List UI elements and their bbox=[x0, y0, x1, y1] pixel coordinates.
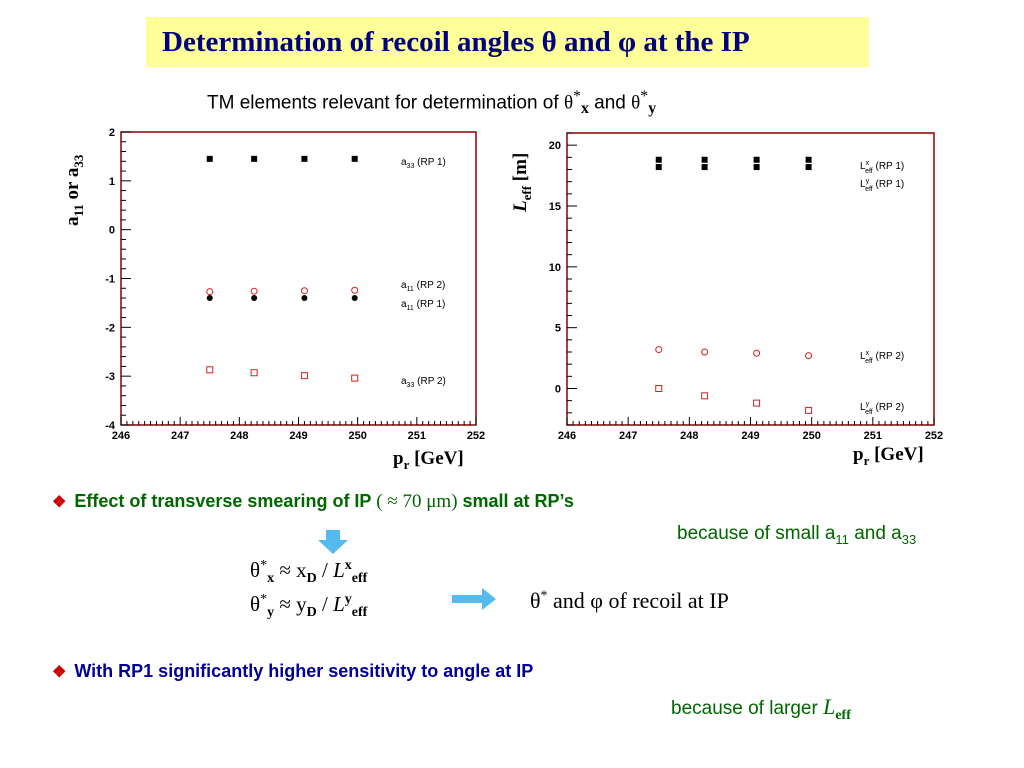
subtitle: TM elements relevant for determination o… bbox=[207, 88, 656, 118]
chart0-legend-label-2: a11 (RP 1) bbox=[401, 299, 445, 312]
chart0-series1-point bbox=[300, 287, 308, 295]
chart1-frame bbox=[566, 132, 935, 426]
diamond-bullet-icon: ❖ bbox=[52, 494, 67, 511]
chart1-x-tick-label: 252 bbox=[925, 430, 943, 442]
bullet-rp1-sensitivity: ❖ With RP1 significantly higher sensitivi… bbox=[52, 661, 534, 681]
chart0-series1-point bbox=[250, 287, 258, 295]
chart1-x-tick-label: 251 bbox=[864, 430, 882, 442]
chart1-y-axis-label: Leff [m] bbox=[510, 152, 534, 212]
chart0-series2-point bbox=[251, 295, 258, 302]
chart0-y-axis-label: a11 or a33 bbox=[62, 154, 86, 226]
chart1-x-tick-label: 250 bbox=[802, 430, 820, 442]
chart0-y-tick-label: 2 bbox=[109, 127, 115, 139]
chart1-x-tick-label: 248 bbox=[680, 430, 698, 442]
chart1-x-axis-label: pr [GeV] bbox=[853, 444, 924, 468]
chart0-legend-label-0: a33 (RP 1) bbox=[401, 157, 446, 170]
chart0-series2-point bbox=[351, 295, 358, 302]
chart1-y-tick-label: 10 bbox=[549, 262, 561, 274]
chart0-series3-point bbox=[351, 374, 359, 382]
subtitle-sup-1: * bbox=[573, 88, 581, 105]
chart0-x-tick-label: 250 bbox=[348, 430, 366, 442]
chart1-x-tick-label: 249 bbox=[741, 430, 759, 442]
chart0-x-tick-label: 247 bbox=[171, 430, 189, 442]
formula-theta-y: θ*y ≈ yD / Lyeff bbox=[250, 592, 368, 621]
title-banner: Determination of recoil angles θ and φ a… bbox=[146, 17, 869, 67]
chart1-series0-point bbox=[655, 156, 662, 163]
chart1-series3-point bbox=[701, 392, 709, 400]
subtitle-and: and bbox=[588, 92, 632, 114]
chart1-series1-point bbox=[655, 164, 662, 171]
chart1-x-tick-label: 246 bbox=[558, 430, 576, 442]
chart1-legend-label-1: Ly eff (RP 1) bbox=[860, 178, 904, 193]
chart1-series3-point bbox=[655, 385, 663, 392]
diamond-bullet-icon: ❖ bbox=[52, 664, 67, 681]
chart1-series3-point bbox=[805, 406, 813, 414]
chart0-y-tick-label: -4 bbox=[105, 420, 116, 432]
chart1-y-tick-label: 0 bbox=[555, 384, 561, 396]
subtitle-sup-2: * bbox=[640, 88, 649, 105]
page-title: Determination of recoil angles θ and φ a… bbox=[162, 26, 750, 58]
chart1-y-tick-label: 20 bbox=[549, 140, 561, 152]
chart0-series0-point bbox=[206, 155, 213, 162]
chart1-series0-point bbox=[805, 156, 812, 163]
chart1-series2-point bbox=[655, 346, 663, 354]
right-arrow-icon bbox=[452, 588, 496, 610]
chart0-y-tick-label: 0 bbox=[109, 225, 115, 237]
chart0-series1-point bbox=[351, 286, 359, 294]
chart1-series2-point bbox=[805, 352, 813, 360]
subtitle-prefix: TM elements relevant for determination o… bbox=[207, 92, 564, 114]
chart0-x-tick-label: 248 bbox=[230, 430, 248, 442]
chart1-series0-point bbox=[701, 156, 708, 163]
chart1-series1-point bbox=[753, 164, 760, 171]
chart1-series2-point bbox=[701, 348, 709, 356]
chart1-x-tick-label: 247 bbox=[619, 430, 637, 442]
chart0-series3-point bbox=[206, 366, 214, 374]
chart0-x-tick-label: 246 bbox=[112, 430, 130, 442]
chart0-y-tick-label: -1 bbox=[105, 274, 115, 286]
chart0-x-axis-label: pr [GeV] bbox=[393, 448, 464, 472]
chart0-legend-label-1: a11 (RP 2) bbox=[401, 280, 445, 293]
chart0-y-tick-label: 1 bbox=[109, 176, 115, 188]
formula-theta-x: θ*x ≈ xD / Lxeff bbox=[250, 558, 368, 587]
subtitle-sub-2: y bbox=[648, 100, 657, 118]
chart0-series2-point bbox=[301, 295, 308, 302]
chart0-y-tick-label: -2 bbox=[105, 322, 115, 334]
chart1-legend-label-0: Lx eff (RP 1) bbox=[860, 160, 904, 175]
chart0-series1-point bbox=[206, 288, 214, 296]
transfer-matrix-a-chart: 246 247 248 249 250 251 252 -4 -3 -2 -1 0 1 2 a33 (RP … bbox=[105, 127, 485, 442]
chart1-legend-label-2: Lx eff (RP 2) bbox=[860, 350, 904, 365]
down-arrow-icon bbox=[318, 530, 348, 554]
chart0-series0-point bbox=[351, 155, 358, 162]
chart0-series2-point bbox=[206, 295, 213, 302]
effective-length-chart: 246 247 248 249 250 251 252 0 5 10 15 20 Lx eff (RP 1… bbox=[549, 132, 943, 442]
chart0-x-tick-label: 251 bbox=[408, 430, 426, 442]
subtitle-theta-2: θ bbox=[631, 92, 641, 114]
subtitle-sub-1: x bbox=[580, 100, 589, 118]
subtitle-theta-1: θ bbox=[563, 92, 574, 114]
chart0-y-tick-label: -3 bbox=[105, 371, 115, 383]
chart0-x-tick-label: 249 bbox=[289, 430, 307, 442]
chart0-x-tick-label: 252 bbox=[467, 430, 485, 442]
chart0-series3-point bbox=[250, 369, 258, 377]
chart1-y-tick-label: 15 bbox=[549, 201, 561, 213]
bullet-ip-smearing: ❖ Effect of transverse smearing of IP ( ≈… bbox=[52, 491, 574, 512]
chart0-series0-point bbox=[251, 155, 258, 162]
note-larger-leff: because of larger Leff bbox=[671, 694, 851, 723]
chart1-series2-point bbox=[753, 349, 761, 357]
chart0-series3-point bbox=[300, 372, 308, 380]
chart0-series0-point bbox=[301, 155, 308, 162]
note-small-a: because of small a11 and a33 bbox=[677, 523, 917, 547]
result-recoil-angles: θ* and φ of recoil at IP bbox=[530, 588, 729, 613]
chart1-series3-point bbox=[753, 399, 761, 407]
chart1-series1-point bbox=[701, 164, 708, 171]
chart1-y-tick-label: 5 bbox=[555, 323, 561, 335]
chart1-series1-point bbox=[805, 164, 812, 171]
chart1-series0-point bbox=[753, 156, 760, 163]
chart1-legend-label-3: Ly eff (RP 2) bbox=[860, 401, 904, 416]
chart0-legend-label-3: a33 (RP 2) bbox=[401, 376, 446, 389]
